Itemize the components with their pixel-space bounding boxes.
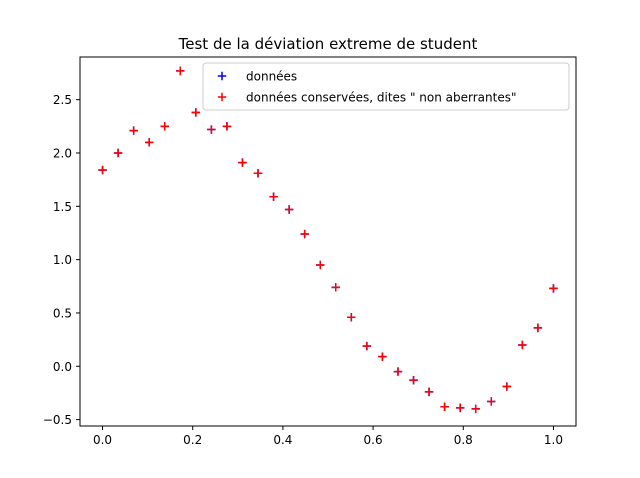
data-point [331, 283, 340, 292]
data-point [471, 404, 480, 414]
data-point [518, 340, 527, 350]
data-point [113, 148, 123, 158]
y-tick-label: 0.0 [53, 360, 72, 374]
data-point [269, 192, 278, 201]
x-tick-label: 1.0 [544, 433, 563, 447]
y-tick-label: 1.0 [53, 253, 72, 267]
data-point [347, 313, 356, 322]
data-point [98, 165, 107, 175]
legend-box [202, 62, 570, 111]
x-tick-label: 0.4 [273, 433, 292, 447]
data-point [300, 229, 309, 239]
plot-area: 0.0 0.2 0.4 0.6 0.8 1.0 −0.5 0.0 0.5 1.0 1.5 2.0 2.… [43, 56, 577, 447]
data-point [533, 323, 543, 333]
y-tick-label: 0.5 [53, 306, 72, 320]
data-point [253, 169, 263, 178]
y-tick-label: −0.5 [43, 413, 72, 427]
data-point [160, 122, 169, 131]
x-tick-label: 0.0 [93, 433, 112, 447]
data-point [455, 403, 465, 413]
data-point [549, 284, 558, 293]
data-markers [98, 66, 558, 414]
legend-marker [217, 92, 227, 102]
data-point [144, 138, 154, 147]
data-point [409, 375, 418, 385]
data-point [284, 205, 294, 214]
y-tick-label: 2.0 [53, 146, 72, 160]
series-1-markers [98, 66, 558, 414]
data-point [424, 387, 434, 397]
x-tick-label: 0.2 [183, 433, 202, 447]
y-tick-label: 1.5 [53, 200, 72, 214]
data-point [362, 341, 372, 351]
legend-entries: données données conservées, dites " non a… [217, 70, 517, 105]
y-axis: −0.5 0.0 0.5 1.0 1.5 2.0 2.5 [43, 93, 80, 427]
legend: données données conservées, dites " non a… [202, 62, 570, 111]
data-point [393, 367, 403, 376]
legend-label: données conservées, dites " non aberrant… [246, 91, 517, 105]
x-tick-label: 0.6 [364, 433, 383, 447]
data-point [176, 66, 185, 76]
x-tick-label: 0.8 [454, 433, 473, 447]
y-tick-label: 2.5 [53, 93, 72, 107]
data-point [222, 122, 232, 131]
axes-frame [79, 56, 577, 427]
data-point [129, 126, 138, 135]
legend-marker [217, 71, 227, 81]
x-axis: 0.0 0.2 0.4 0.6 0.8 1.0 [93, 426, 563, 447]
data-point [207, 125, 216, 134]
legend-label: données [246, 70, 297, 84]
data-point [316, 260, 325, 270]
data-point [440, 402, 449, 412]
data-point [502, 382, 512, 391]
data-point [378, 352, 387, 361]
data-point [191, 108, 201, 117]
chart-title: Test de la déviation extreme de student [178, 35, 478, 53]
data-point [487, 397, 496, 406]
data-point [238, 158, 247, 167]
